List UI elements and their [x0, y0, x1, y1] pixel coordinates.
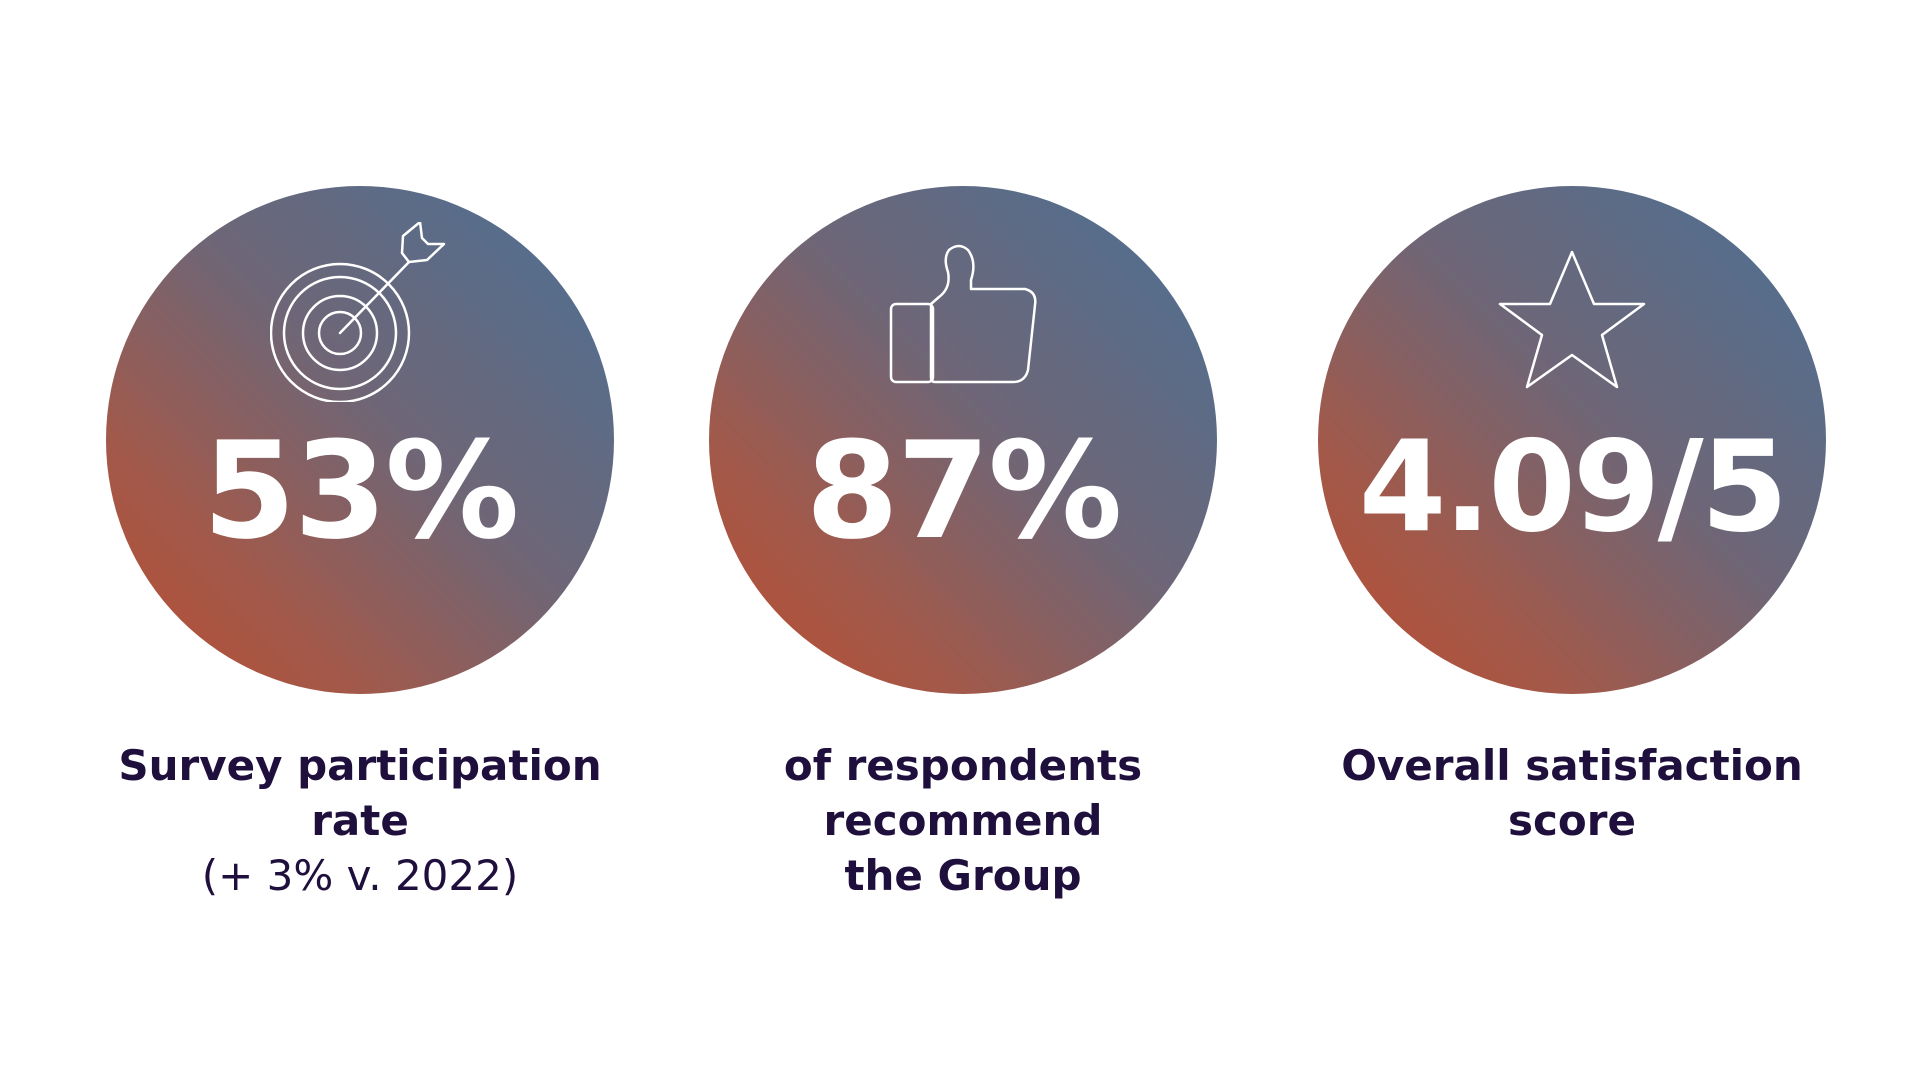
- stat-circle: 4.09/5: [1318, 186, 1826, 694]
- participation-value: 53%: [202, 413, 520, 569]
- stat-participation: 53% Survey participation rate (+ 3% v. 2…: [100, 186, 620, 903]
- star-icon: [1482, 222, 1662, 402]
- caption-comparison: (+ 3% v. 2022): [201, 851, 519, 900]
- caption-line: of respondents: [783, 741, 1143, 790]
- caption-line: Survey participation: [118, 741, 602, 790]
- stat-circle: 53%: [106, 186, 614, 694]
- stat-circle: 87%: [709, 186, 1217, 694]
- recommend-value: 87%: [805, 413, 1123, 569]
- thumbs-up-icon: [873, 222, 1053, 402]
- satisfaction-caption: Overall satisfaction score: [1312, 738, 1832, 848]
- caption-line: rate: [311, 796, 409, 845]
- recommend-caption: of respondents recommend the Group: [703, 738, 1223, 903]
- stat-satisfaction: 4.09/5 Overall satisfaction score: [1312, 186, 1832, 848]
- satisfaction-value: 4.09/5: [1358, 413, 1789, 560]
- stat-recommend: 87% of respondents recommend the Group: [703, 186, 1223, 903]
- caption-line: recommend: [823, 796, 1103, 845]
- caption-line: the Group: [844, 851, 1082, 900]
- caption-line: Overall satisfaction: [1341, 741, 1803, 790]
- target-arrow-icon: [270, 222, 450, 402]
- caption-line: score: [1508, 796, 1636, 845]
- participation-caption: Survey participation rate (+ 3% v. 2022): [100, 738, 620, 903]
